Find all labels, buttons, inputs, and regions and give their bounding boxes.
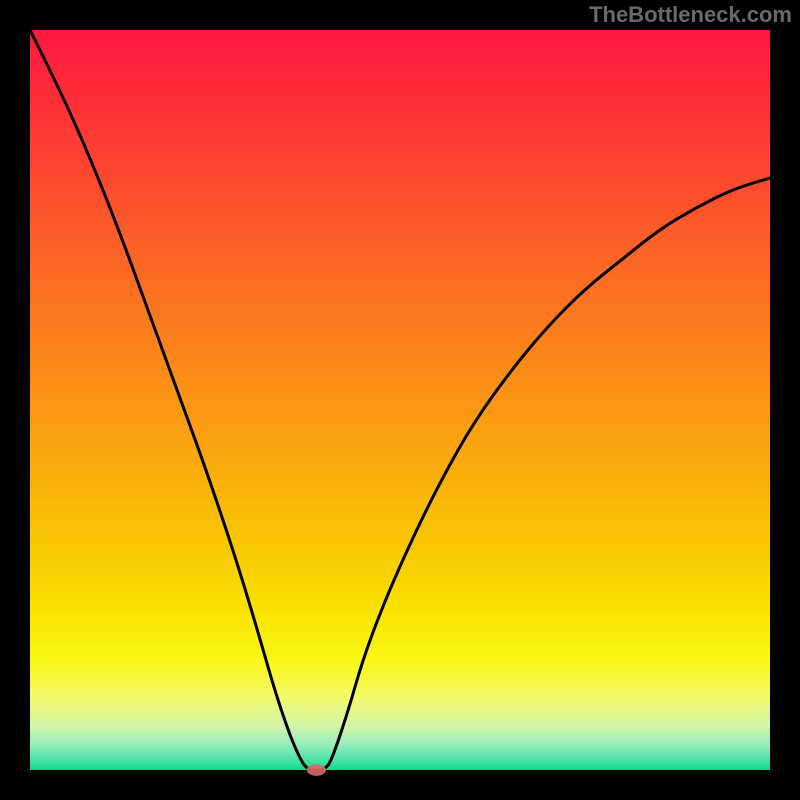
plot-background [30, 30, 770, 770]
watermark-text: TheBottleneck.com [589, 2, 792, 28]
optimal-point-marker [307, 764, 326, 776]
chart-container: TheBottleneck.com [0, 0, 800, 800]
bottleneck-chart [0, 0, 800, 800]
